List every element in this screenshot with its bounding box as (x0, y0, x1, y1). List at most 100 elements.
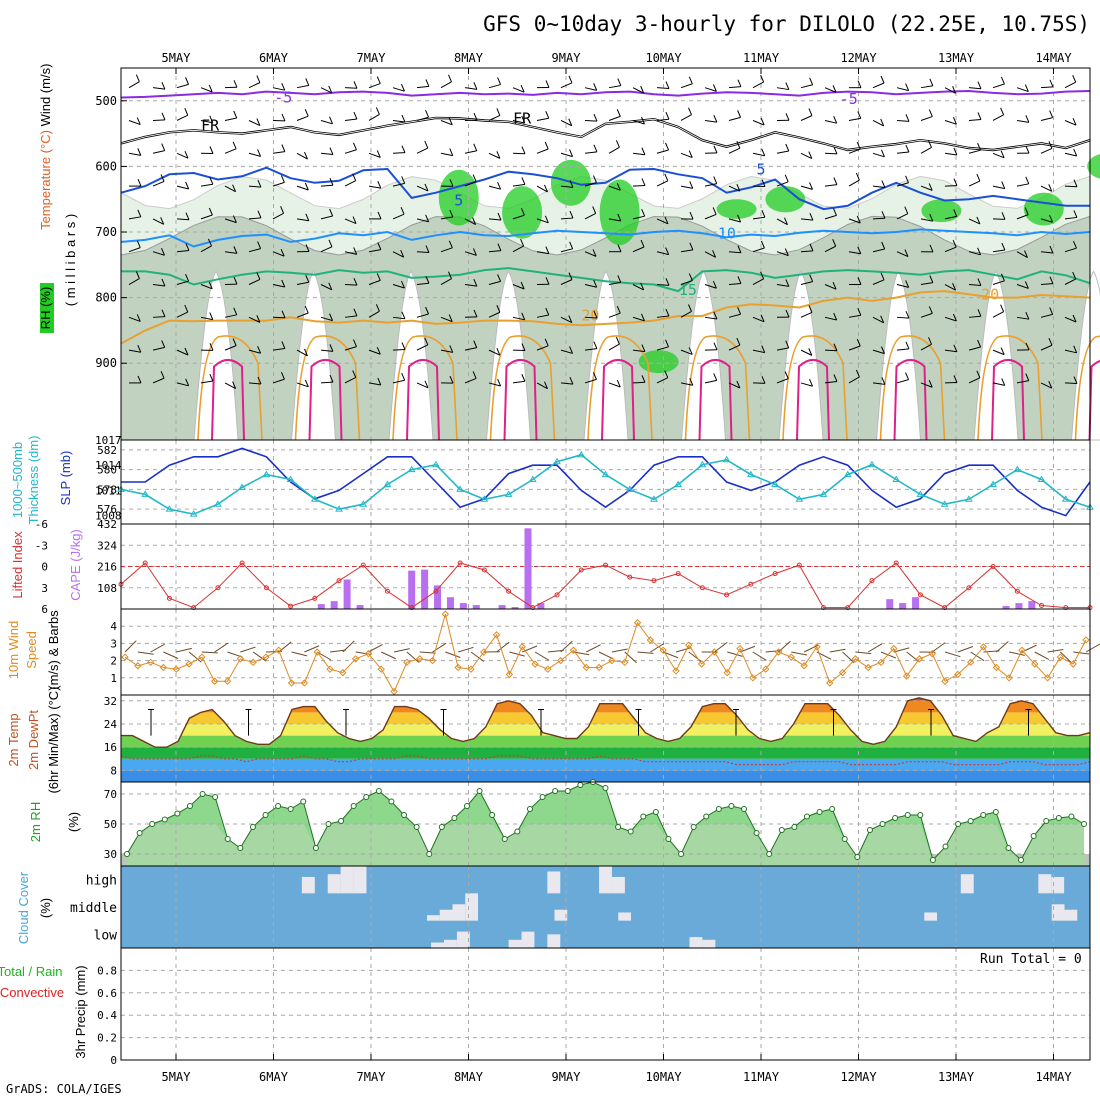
wind-speed-marker (813, 643, 821, 651)
wind-barb-flag (544, 215, 549, 224)
thickness-marker (771, 480, 779, 487)
wind-speed-marker (774, 648, 783, 656)
wind-barb (320, 215, 333, 220)
isotherm-25-bump (698, 358, 733, 441)
wind-barb-flag (304, 151, 308, 160)
wind-barb (368, 185, 381, 189)
wind-barb (608, 185, 621, 191)
wind-barb (920, 282, 933, 286)
wind-barb-flag (761, 376, 766, 384)
rh2m-marker (1018, 857, 1025, 863)
wind-barb (560, 120, 573, 127)
cloud-high-cell (547, 871, 561, 894)
lifted-index-marker (554, 592, 560, 598)
wind-barb-flag (953, 147, 958, 156)
wind-barb (584, 251, 597, 257)
wind-barb (872, 316, 884, 324)
lifted-index-axis-label: Lifted Index (10, 531, 25, 599)
wind-barb-flag (304, 305, 309, 314)
rh2m-marker (892, 815, 899, 821)
isotherm-20-bump (879, 335, 946, 441)
wind-barb-flag (401, 373, 406, 381)
wind-barb-flag (833, 312, 838, 321)
wind-barb-flag (497, 77, 502, 85)
wind-barb-flag (641, 209, 646, 217)
pressure-tick-label: 600 (95, 159, 117, 173)
wind-speed-marker (915, 655, 924, 663)
wind-barb (848, 218, 861, 224)
wind-barb (488, 349, 501, 356)
wind-barb-flag (209, 343, 214, 351)
wind-barb (656, 149, 669, 154)
surface-wind-barb (1085, 643, 1100, 653)
thickness-marker (189, 510, 198, 517)
wind-barb-flag (736, 380, 741, 389)
surface-wind-barb (842, 651, 855, 664)
rh2m-marker (224, 836, 231, 842)
wind-barb-flag (832, 281, 837, 290)
wind-speed-marker (902, 672, 911, 680)
wind-barb-flag (689, 211, 694, 220)
wind-barb-flag (208, 281, 213, 290)
surface-wind-barb (176, 647, 192, 653)
wind-barb (1016, 251, 1028, 258)
wind-speed-line (124, 614, 1087, 693)
wind-barb (536, 185, 548, 193)
wind-barb (968, 218, 981, 225)
wind-barb (488, 218, 501, 221)
wind-barb (656, 377, 669, 384)
wind-barb (320, 184, 334, 187)
thickness-marker (650, 495, 658, 502)
wind-barb (1040, 344, 1053, 351)
wind-speed-marker (941, 677, 949, 685)
wind-barb-flag (880, 315, 885, 323)
lifted-index-marker (651, 578, 657, 584)
rh2m-marker (753, 830, 760, 836)
lifted-index-marker (1039, 602, 1045, 608)
wind-barb (1040, 86, 1054, 89)
rh2m-marker (501, 836, 508, 842)
wind-barb (152, 218, 164, 225)
wind-barb-flag (497, 378, 502, 387)
wind-barb (1064, 316, 1077, 323)
wind-barb-flag (185, 77, 189, 85)
temp-band (121, 724, 1090, 736)
wind-barb (872, 185, 885, 189)
rh2m-marker (212, 794, 219, 800)
wind-barb-flag (784, 217, 788, 225)
wind-barb (128, 349, 141, 353)
cloud-high-cell (327, 874, 341, 894)
wind-barb-flag (1048, 184, 1053, 192)
wind-barb-flag (376, 76, 381, 84)
surface-wind-barb (560, 640, 573, 653)
surface-wind-barb (458, 646, 474, 653)
wind-barb-flag (281, 310, 286, 318)
bottom-day-label: 6MAY (259, 1070, 289, 1084)
wind-barb (680, 311, 692, 318)
lifted-index-marker (603, 562, 608, 568)
wind-barb-flag (160, 217, 165, 225)
wind-barb-flag (137, 209, 142, 218)
wind-speed-marker (890, 644, 898, 653)
wind-barb-flag (569, 149, 573, 157)
thickness-marker (843, 470, 852, 478)
wind-barb-flag (400, 207, 405, 215)
wind-speed-marker (595, 663, 603, 672)
lifted-index-marker (748, 581, 754, 587)
wind-barb-flag (473, 309, 478, 318)
slp-tick-label: 1014 (95, 459, 122, 472)
wind-barb (800, 185, 813, 190)
wind-barb-flag (161, 278, 166, 287)
surface-wind-barb (893, 647, 910, 653)
wind-barb-flag (953, 344, 958, 352)
rh2m-marker (816, 809, 823, 815)
wind-barb-flag (568, 272, 573, 280)
wind-barb (728, 218, 741, 223)
wind-barb-flag (232, 338, 237, 346)
wind-barb (272, 347, 285, 351)
wind-barb-flag (809, 182, 813, 190)
cloud-high-cell (1051, 876, 1065, 894)
wind-barb (1040, 313, 1053, 318)
wind-barb (464, 347, 477, 351)
wind-barb-flag (280, 372, 285, 380)
